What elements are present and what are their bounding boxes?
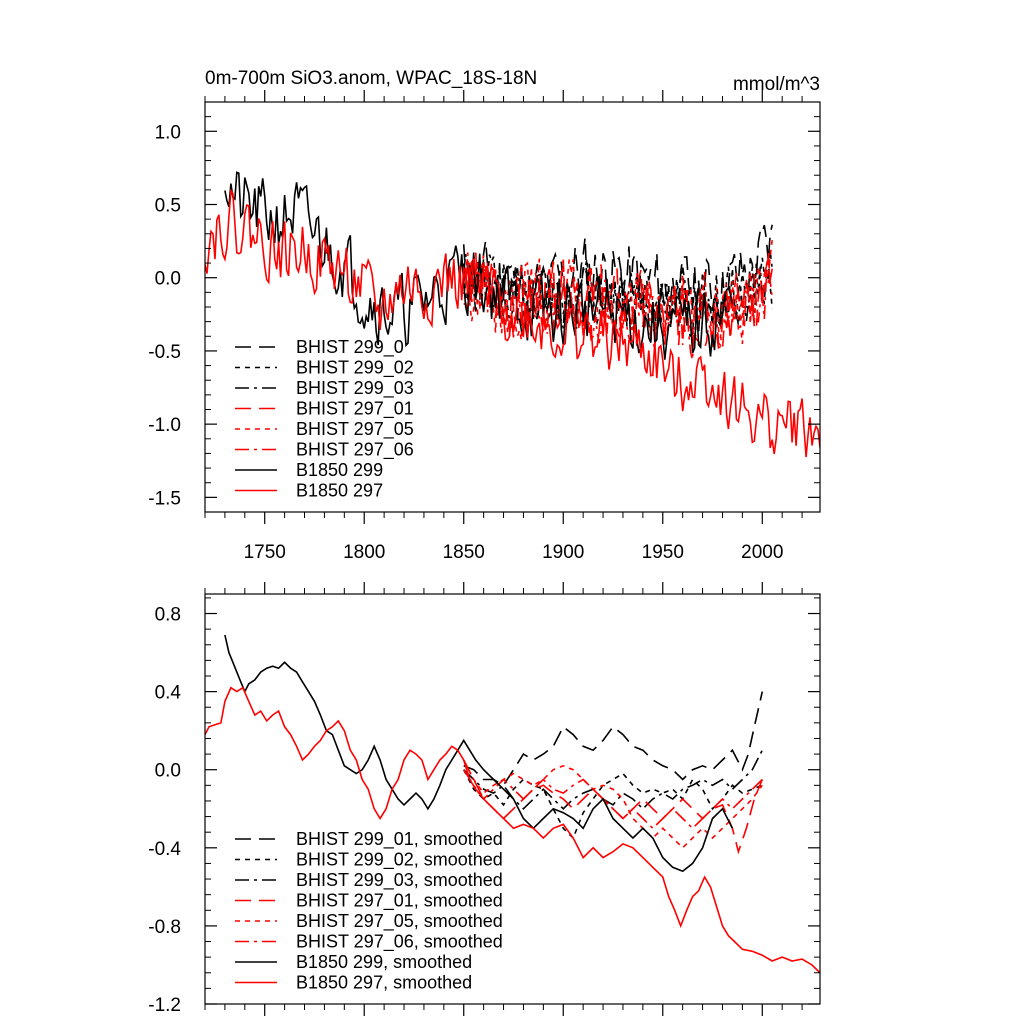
y-tick-label: 1.0 [155, 122, 181, 143]
series-group [205, 171, 820, 458]
legend-label: BHIST 299_02, smoothed [296, 850, 503, 871]
series-line-2 [462, 251, 773, 342]
legend-label: BHIST 297_01, smoothed [296, 891, 503, 912]
series-group [205, 634, 820, 974]
series-line-3 [462, 759, 764, 855]
series-line-0 [463, 691, 764, 787]
figure-title: 0m-700m SiO3.anom, WPAC_18S-18N [205, 68, 537, 89]
y-tick-label: -1.0 [148, 415, 181, 436]
legend-label: BHIST 299_03, smoothed [296, 870, 503, 891]
series-line-1 [462, 769, 763, 840]
y-tick-label: -1.2 [148, 995, 181, 1016]
series-line-4 [462, 759, 763, 849]
plot-frame [204, 593, 821, 1005]
y-tick-label: 0.0 [155, 761, 181, 782]
y-tick-label: -0.5 [148, 342, 181, 363]
series-line-7 [205, 686, 820, 974]
series-line-5 [463, 255, 773, 361]
legend-label: BHIST 297_05 [296, 419, 414, 440]
series-line-4 [462, 240, 773, 344]
x-tick-label: 1750 [244, 542, 286, 563]
y-tick-label: 0.5 [155, 196, 181, 217]
figure-units: mmol/m^3 [733, 74, 820, 95]
series-line-6 [224, 171, 734, 360]
x-tick-label: 1800 [343, 542, 385, 563]
series-line-5 [463, 769, 763, 830]
legend-label: BHIST 297_06 [296, 440, 414, 461]
x-tick-label: 1950 [642, 542, 684, 563]
legend-label: BHIST 299_02 [296, 358, 414, 379]
x-tick-label: 1900 [542, 542, 584, 563]
y-tick-label: -0.8 [148, 917, 181, 938]
legend-label: B1850 297 [296, 481, 383, 501]
legend-label: BHIST 297_06, smoothed [296, 932, 503, 953]
series-line-1 [462, 254, 773, 331]
x-tick-label: 2000 [741, 542, 783, 563]
series-line-0 [462, 224, 773, 327]
legend-label: B1850 299, smoothed [296, 952, 472, 972]
legend-label: BHIST 297_05, smoothed [296, 911, 503, 932]
legend-label: BHIST 299_03 [296, 378, 414, 399]
legend-label: BHIST 297_01 [296, 399, 414, 420]
legend-label: BHIST 299_0 [296, 337, 404, 358]
series-line-2 [463, 749, 764, 810]
y-tick-label: -0.4 [148, 839, 181, 860]
y-tick-label: 0.8 [155, 605, 181, 626]
legend-label: B1850 299 [296, 460, 383, 480]
bottom-panel: -1.2 -0.8 -0.4 0.0 0.4 0.8 BHIST 299_01, smoot… [148, 582, 821, 1016]
series-line-7 [205, 188, 820, 458]
y-tick-label: -1.5 [148, 488, 181, 509]
legend-label: B1850 297, smoothed [296, 973, 472, 993]
x-tick-label: 1850 [443, 542, 485, 563]
legend-label: BHIST 299_01, smoothed [296, 829, 503, 850]
top-panel: 1750 1800 1850 1900 1950 2000 -1.5 -1.0 -0.5 0.0 0… [148, 90, 821, 563]
y-tick-label: 0.4 [155, 683, 182, 704]
y-tick-label: 0.0 [155, 269, 181, 290]
series-line-6 [224, 634, 734, 873]
